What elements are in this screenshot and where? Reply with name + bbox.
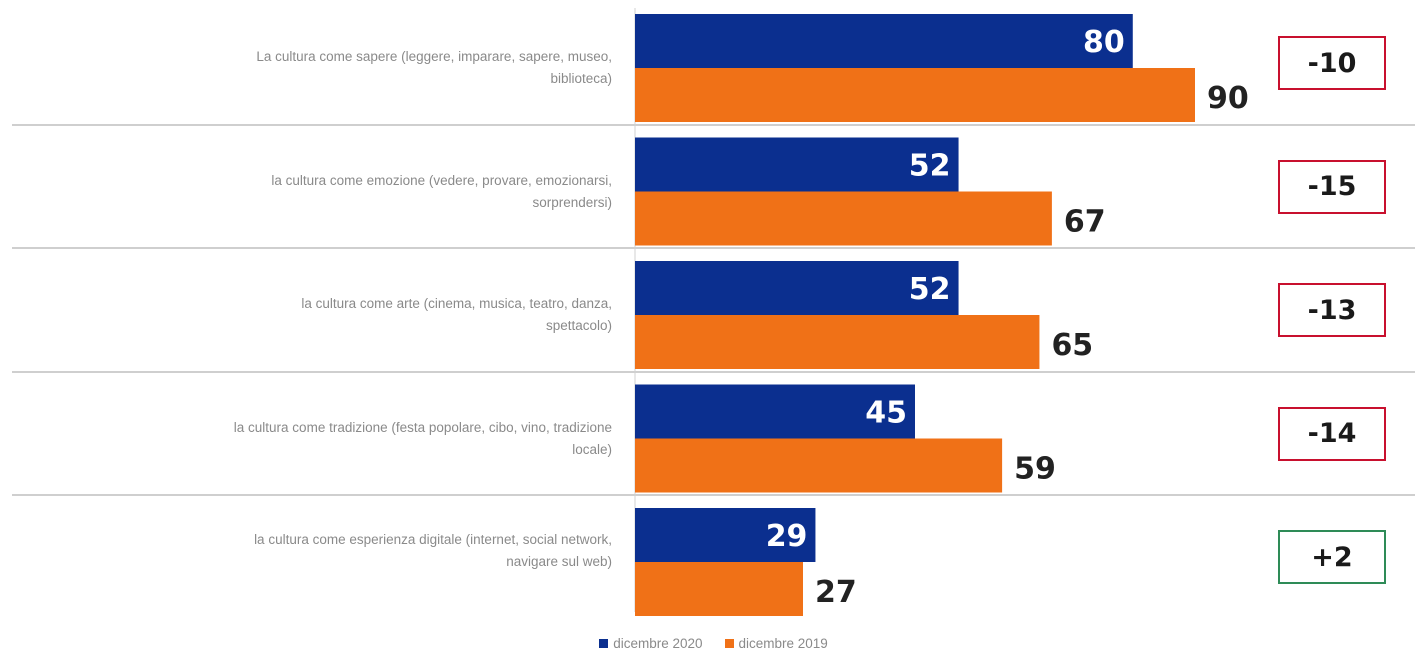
bar-label-2019-3: 65 (1051, 328, 1093, 363)
difference-box-3: -13 (1278, 283, 1386, 337)
legend: dicembre 2020 dicembre 2019 (0, 636, 1427, 651)
bar-label-2020-3: 52 (909, 272, 951, 307)
bar-label-2020-1: 80 (1083, 25, 1125, 60)
category-label-5: la cultura come esperienza digitale (int… (254, 532, 612, 569)
bar-label-2020-5: 29 (766, 519, 808, 554)
category-label-4: la cultura come tradizione (festa popola… (233, 419, 612, 457)
bar-2020-4 (635, 384, 915, 439)
bar-label-2019-5: 27 (815, 575, 857, 610)
bar-2020-5 (635, 508, 816, 562)
difference-value-3: -13 (1307, 294, 1357, 326)
bar-label-2020-4: 45 (865, 396, 907, 431)
difference-box-5: +2 (1278, 530, 1386, 584)
bar-label-2020-2: 52 (909, 149, 951, 184)
difference-box-1: -10 (1278, 36, 1386, 90)
category-label-3: la cultura come arte (cinema, musica, te… (301, 296, 612, 333)
bar-2019-3 (635, 315, 1040, 369)
bar-label-2019-1: 90 (1207, 81, 1249, 116)
legend-swatch-2020 (599, 639, 609, 648)
category-label-2: la cultura come emozione (vedere, provar… (271, 172, 612, 210)
legend-item-2020: dicembre 2020 (599, 636, 703, 651)
bar-label-2019-2: 67 (1064, 205, 1106, 240)
difference-box-4: -14 (1278, 406, 1386, 461)
difference-value-4: -14 (1307, 418, 1357, 449)
category-label-1: La cultura come sapere (leggere, imparar… (256, 49, 612, 86)
legend-swatch-2019 (724, 639, 734, 648)
bar-2019-4 (635, 438, 1003, 493)
legend-item-2019: dicembre 2019 (724, 636, 828, 651)
difference-value-5: +2 (1311, 541, 1353, 573)
legend-label-2019: dicembre 2019 (738, 636, 828, 651)
difference-value-2: -15 (1307, 171, 1357, 202)
bar-2020-1 (635, 14, 1133, 68)
difference-value-1: -10 (1307, 47, 1357, 79)
bar-2019-2 (635, 191, 1052, 246)
legend-label-2020: dicembre 2020 (613, 636, 703, 651)
bar-label-2019-4: 59 (1014, 452, 1056, 487)
bar-2020-2 (635, 137, 959, 192)
difference-box-2: -15 (1278, 159, 1386, 214)
bar-2019-5 (635, 562, 803, 616)
bar-2020-3 (635, 261, 959, 315)
bar-2019-1 (635, 68, 1195, 122)
